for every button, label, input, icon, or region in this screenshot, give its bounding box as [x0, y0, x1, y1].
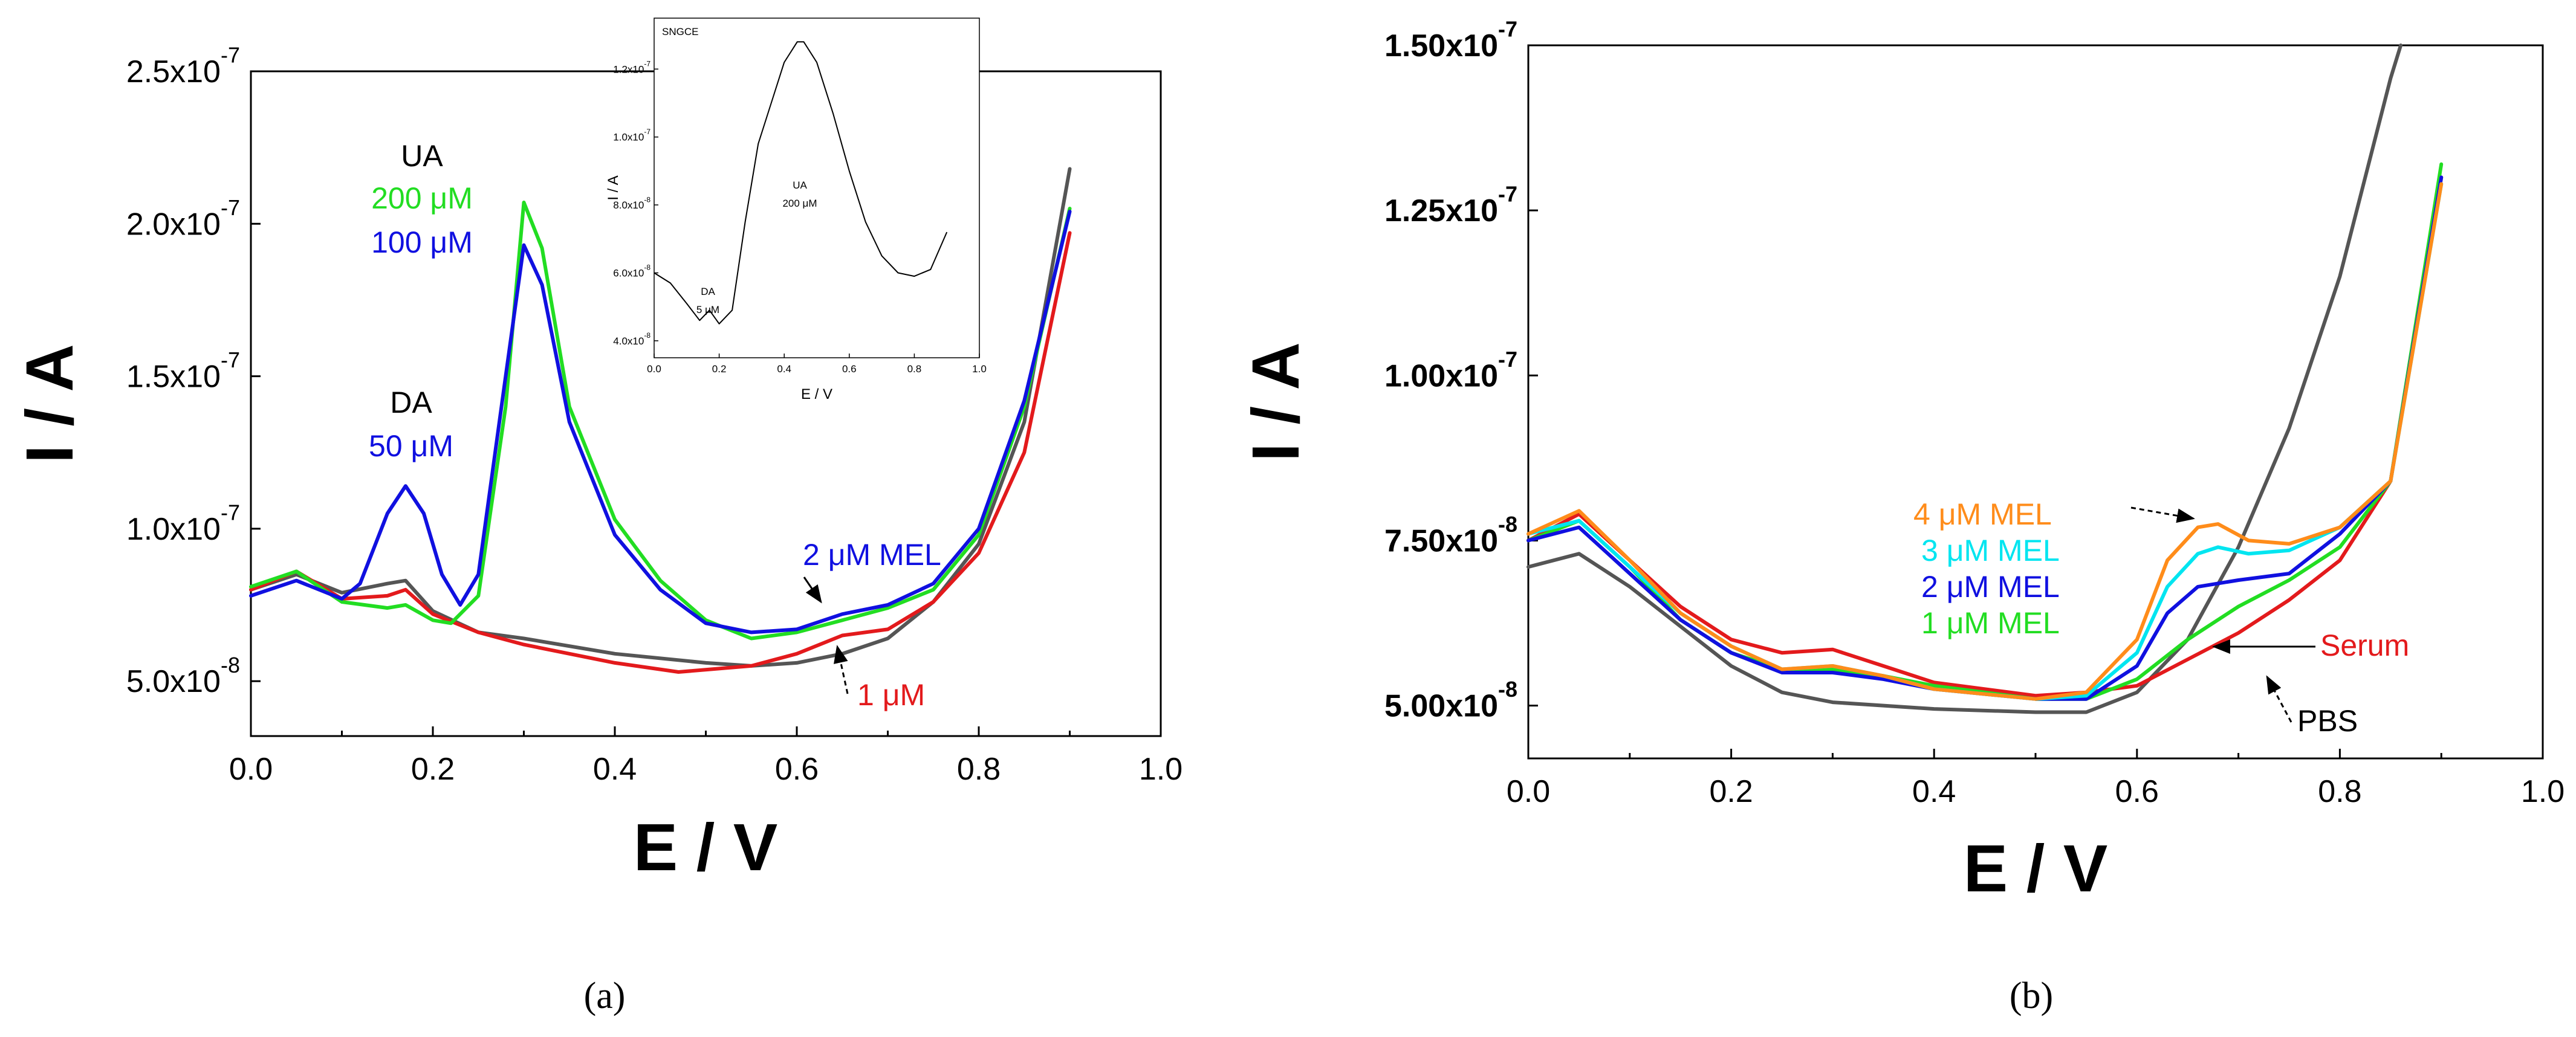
x-tick-label: 0.4 [1912, 774, 1956, 809]
inset-lines [654, 41, 948, 325]
inset-x-tick-label: 0.6 [842, 363, 857, 375]
inset-x-tick-label: 1.0 [972, 363, 987, 375]
x-tick-label: 0.2 [411, 752, 455, 787]
panel-b: 0.0 0.2 0.4 0.6 0.8 1.0 5.00x10-8 7.50x10-8 1.0… [1239, 17, 2565, 1016]
y-tick-label: 2.0x10-7 [126, 195, 240, 242]
y-tick-label: 1.00x10-7 [1384, 347, 1517, 393]
y-axis-title-b: I / A [1239, 342, 1313, 462]
inset-label-ua-conc: 200 μM [782, 198, 817, 209]
x-axis-title-a: E / V [634, 810, 777, 885]
series-line-green [249, 201, 1072, 641]
series-lines-a [249, 167, 1072, 674]
x-axis-ticks-b: 0.0 0.2 0.4 0.6 0.8 1.0 [1507, 749, 2565, 809]
y-axis-ticks-b: 5.00x10-8 7.50x10-8 1.00x10-7 1.25x10-7 1.50… [1384, 17, 1538, 724]
series-line-red [249, 231, 1072, 674]
arrow-mel-a [803, 577, 822, 604]
inset-x-tick-label: 0.2 [712, 363, 727, 375]
y-axis-title-a: I / A [13, 344, 87, 464]
inset-plot-frame [654, 18, 980, 358]
arrow-pbs [2266, 675, 2292, 723]
y-tick-label: 2.5x10-7 [126, 43, 240, 89]
y-tick-label: 5.00x10-8 [1384, 677, 1517, 723]
x-tick-label: 0.6 [775, 752, 819, 787]
panel-a: 0.0 0.2 0.4 0.6 0.8 1.0 5.0x10-8 1.0x10-7 1.5x1… [13, 18, 1183, 1016]
inset-series-line [654, 41, 948, 325]
label-da: DA [390, 386, 432, 419]
x-axis-title-b: E / V [1964, 832, 2107, 906]
label-pbs: PBS [2297, 704, 2358, 738]
x-tick-label: 0.2 [1709, 774, 1753, 809]
x-tick-label: 0.0 [1507, 774, 1550, 809]
inset-y-title: I / A [605, 175, 621, 200]
inset-y-tick-label: 6.0x10-8 [613, 263, 650, 279]
y-axis-ticks-a: 5.0x10-8 1.0x10-7 1.5x10-7 2.0x10-7 2.5x10-7 [126, 43, 261, 699]
x-tick-label: 1.0 [2521, 774, 2565, 809]
series-lines-b [1526, 44, 2444, 714]
label-1um-mel: 1 μM MEL [1921, 606, 2060, 640]
label-3um-mel: 3 μM MEL [1921, 534, 2060, 567]
caption-b: (b) [2010, 975, 2053, 1016]
caption-a: (a) [584, 975, 626, 1016]
inset-x-title: E / V [801, 386, 832, 402]
inset-label-da: DA [701, 286, 715, 297]
series-line-pbs [1526, 44, 2403, 714]
x-tick-label: 1.0 [1139, 752, 1183, 787]
arrow-4um-mel [2130, 506, 2195, 523]
label-2um-mel: 2 μM MEL [1921, 570, 2060, 604]
y-tick-label: 1.25x10-7 [1384, 182, 1517, 228]
y-tick-label: 1.5x10-7 [126, 347, 240, 394]
inset-label-ua: UA [793, 179, 807, 191]
y-tick-label: 7.50x10-8 [1384, 512, 1517, 558]
label-ua-green: 200 μM [371, 181, 473, 215]
series-line-4-m-mel [1526, 182, 2444, 701]
inset-title: SNGCE [662, 26, 698, 37]
inset-frame [654, 18, 979, 358]
label-1um-a: 1 μM [857, 678, 925, 712]
label-da-blue: 50 μM [369, 429, 453, 463]
y-tick-label: 1.0x10-7 [126, 500, 240, 546]
series-line-blue [249, 210, 1072, 635]
inset-chart: 0.0 0.2 0.4 0.6 0.8 1.04.0x10-86.0x10-88.0x10… [605, 18, 987, 402]
inset-y-tick-label: 4.0x10-8 [613, 331, 650, 347]
label-ua: UA [401, 139, 443, 173]
x-tick-label: 0.8 [957, 752, 1001, 787]
x-tick-label: 0.0 [229, 752, 273, 787]
x-tick-label: 0.8 [2318, 774, 2361, 809]
x-tick-label: 0.4 [593, 752, 637, 787]
inset-x-tick-label: 0.8 [907, 363, 922, 375]
inset-y-tick-label: 1.0x10-7 [613, 128, 650, 143]
y-tick-label: 5.0x10-8 [126, 653, 240, 699]
label-mel-a: 2 μM MEL [803, 538, 941, 572]
x-axis-ticks-a: 0.0 0.2 0.4 0.6 0.8 1.0 [229, 726, 1183, 787]
inset-y-tick-label: 1.2x10-7 [613, 60, 650, 76]
inset-label-da-conc: 5 μM [696, 304, 719, 315]
inset-x-tick-label: 0.0 [647, 363, 661, 375]
inset-x-tick-label: 0.4 [777, 363, 791, 375]
label-ua-blue: 100 μM [371, 225, 473, 259]
x-tick-label: 0.6 [2115, 774, 2159, 809]
label-serum: Serum [2320, 628, 2409, 662]
y-tick-label: 1.50x10-7 [1384, 17, 1517, 63]
label-4um-mel: 4 μM MEL [1913, 497, 2052, 531]
series-line-serum [1526, 175, 2444, 698]
